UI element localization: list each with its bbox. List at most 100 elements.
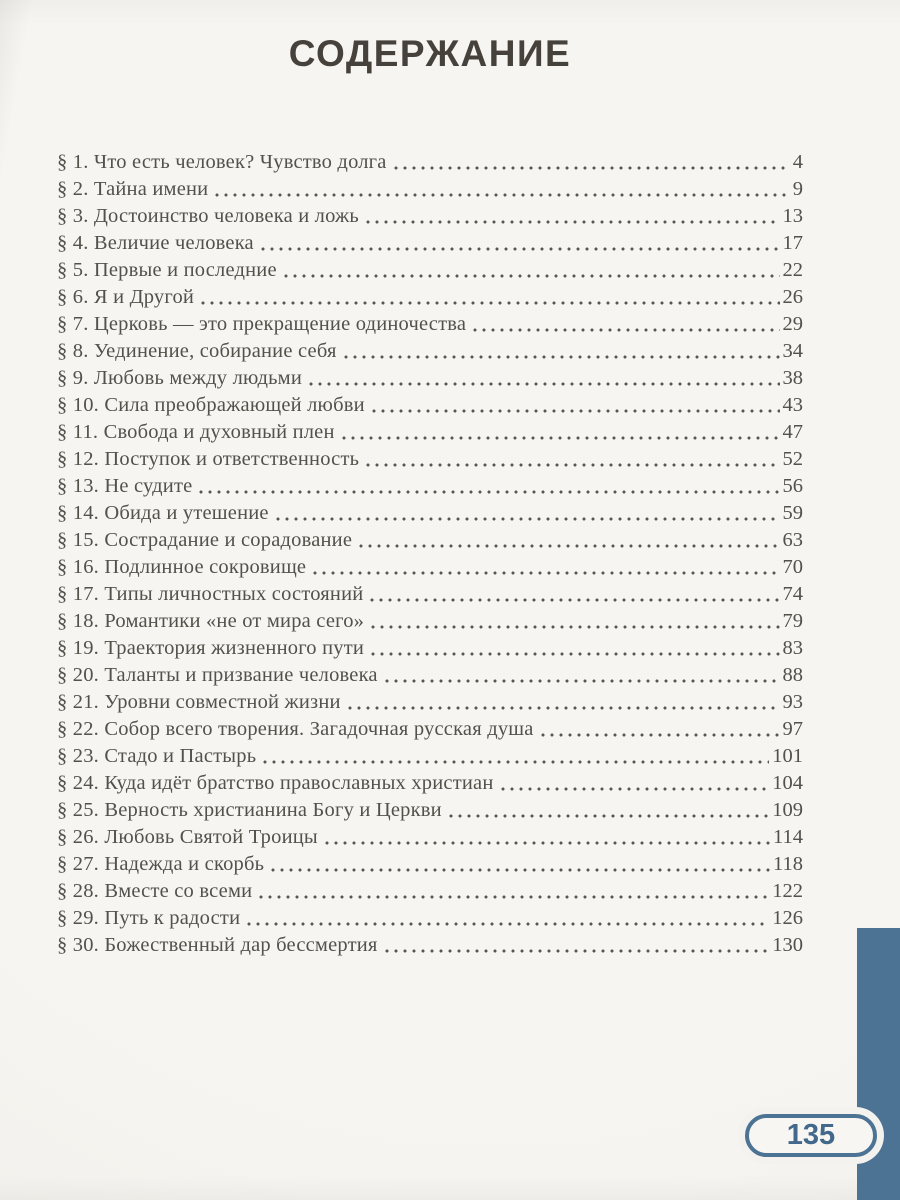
toc-entry: § 14. Обида и утешение 59 [57, 502, 803, 529]
toc-entry: § 13. Не судите 56 [57, 475, 803, 502]
toc-entry: § 10. Сила преображающей любви 43 [57, 394, 803, 421]
toc-leader-dots [359, 543, 780, 549]
toc-entry-label: § 16. Подлинное сокровище [57, 556, 307, 578]
toc-entry-label: § 25. Верность христианина Богу и Церкви [57, 799, 442, 821]
toc-entry-label: § 18. Романтики «не от мира сего» [57, 610, 365, 632]
toc-entry-page: 34 [782, 340, 804, 362]
toc-entry: § 1. Что есть человек? Чувство долга 4 [57, 151, 803, 178]
toc-entry-page: 47 [782, 421, 804, 443]
toc-entry-label: § 3. Достоинство человека и ложь [57, 205, 359, 227]
toc-leader-dots [370, 597, 780, 603]
toc-entry-label: § 2. Тайна имени [57, 178, 209, 200]
toc-entry-label: § 12. Поступок и ответственность [57, 448, 360, 470]
toc-entry-label: § 13. Не судите [57, 475, 193, 497]
toc-entry-page: 29 [782, 313, 804, 335]
toc-entry: § 20. Таланты и призвание человека 88 [57, 664, 803, 691]
toc-leader-dots [275, 516, 780, 522]
table-of-contents: § 1. Что есть человек? Чувство долга 4 §… [57, 151, 803, 961]
page-number-badge: 135 [745, 1114, 877, 1157]
toc-leader-dots [393, 165, 790, 171]
toc-entry-page: 88 [782, 664, 804, 686]
toc-entry: § 8. Уединение, собирание себя 34 [57, 340, 803, 367]
toc-entry-page: 109 [772, 799, 803, 821]
toc-leader-dots [259, 894, 770, 900]
toc-entry: § 17. Типы личностных состояний 74 [57, 583, 803, 610]
toc-entry-page: 52 [782, 448, 804, 470]
toc-entry-page: 13 [782, 205, 804, 227]
toc-entry-page: 22 [782, 259, 804, 281]
toc-entry: § 9. Любовь между людьми 38 [57, 367, 803, 394]
toc-entry-label: § 9. Любовь между людьми [57, 367, 302, 389]
toc-entry-page: 122 [772, 880, 803, 902]
toc-leader-dots [313, 570, 780, 576]
toc-entry-label: § 14. Обида и утешение [57, 502, 269, 524]
toc-entry: § 19. Траектория жизненного пути 83 [57, 637, 803, 664]
toc-entry: § 7. Церковь — это прекращение одиночест… [57, 313, 803, 340]
toc-leader-dots [341, 435, 780, 441]
toc-entry-label: § 7. Церковь — это прекращение одиночест… [57, 313, 467, 335]
toc-leader-dots [384, 948, 770, 954]
toc-entry-page: 104 [772, 772, 803, 794]
toc-entry-label: § 28. Вместе со всеми [57, 880, 253, 902]
toc-entry-label: § 15. Сострадание и сорадование [57, 529, 353, 551]
toc-entry-label: § 29. Путь к радости [57, 907, 241, 929]
toc-leader-dots [215, 192, 790, 198]
toc-leader-dots [371, 624, 780, 630]
toc-entry-label: § 26. Любовь Святой Троицы [57, 826, 318, 848]
toc-entry-page: 17 [782, 232, 804, 254]
toc-entry-label: § 19. Траектория жизненного пути [57, 637, 365, 659]
toc-leader-dots [371, 651, 780, 657]
toc-entry: § 22. Собор всего творения. Загадочная р… [57, 718, 803, 745]
toc-entry: § 16. Подлинное сокровище 70 [57, 556, 803, 583]
toc-entry-page: 93 [782, 691, 804, 713]
toc-leader-dots [540, 732, 780, 738]
toc-entry-page: 74 [782, 583, 804, 605]
toc-entry-label: § 1. Что есть человек? Чувство долга [57, 151, 387, 173]
toc-entry-page: 43 [782, 394, 804, 416]
toc-entry: § 25. Верность христианина Богу и Церкви… [57, 799, 803, 826]
toc-entry-label: § 8. Уединение, собирание себя [57, 340, 337, 362]
toc-leader-dots [199, 489, 780, 495]
toc-entry-label: § 11. Свобода и духовный плен [57, 421, 335, 443]
toc-leader-dots [448, 813, 770, 819]
toc-leader-dots [309, 381, 780, 387]
toc-leader-dots [500, 786, 770, 792]
toc-leader-dots [371, 408, 780, 414]
toc-leader-dots [283, 273, 780, 279]
toc-leader-dots [365, 219, 780, 225]
toc-entry-label: § 20. Таланты и призвание человека [57, 664, 378, 686]
toc-leader-dots [347, 705, 780, 711]
toc-leader-dots [473, 327, 780, 333]
toc-entry-page: 26 [782, 286, 804, 308]
toc-entry-page: 9 [792, 178, 803, 200]
toc-leader-dots [201, 300, 780, 306]
toc-entry: § 28. Вместе со всеми 122 [57, 880, 803, 907]
toc-leader-dots [366, 462, 780, 468]
toc-entry: § 2. Тайна имени 9 [57, 178, 803, 205]
toc-entry-page: 118 [773, 853, 803, 875]
toc-entry-page: 83 [782, 637, 804, 659]
toc-entry-label: § 17. Типы личностных состояний [57, 583, 364, 605]
toc-entry-label: § 21. Уровни совместной жизни [57, 691, 341, 713]
toc-entry-page: 63 [782, 529, 804, 551]
toc-entry-page: 126 [772, 907, 803, 929]
toc-entry: § 4. Величие человека 17 [57, 232, 803, 259]
toc-entry-label: § 22. Собор всего творения. Загадочная р… [57, 718, 534, 740]
toc-entry-page: 70 [782, 556, 804, 578]
chapter-tab-bar [857, 928, 900, 1200]
toc-entry-page: 4 [792, 151, 803, 173]
toc-entry-page: 79 [782, 610, 804, 632]
toc-entry: § 26. Любовь Святой Троицы 114 [57, 826, 803, 853]
toc-entry-label: § 24. Куда идёт братство православных хр… [57, 772, 494, 794]
toc-entry-page: 97 [782, 718, 804, 740]
toc-leader-dots [247, 921, 770, 927]
toc-leader-dots [324, 840, 770, 846]
toc-entry: § 12. Поступок и ответственность 52 [57, 448, 803, 475]
toc-entry: § 21. Уровни совместной жизни 93 [57, 691, 803, 718]
toc-entry-label: § 23. Стадо и Пастырь [57, 745, 257, 767]
toc-leader-dots [384, 678, 780, 684]
toc-entry-page: 101 [772, 745, 803, 767]
toc-entry: § 3. Достоинство человека и ложь 13 [57, 205, 803, 232]
toc-entry: § 29. Путь к радости 126 [57, 907, 803, 934]
toc-leader-dots [271, 867, 770, 873]
